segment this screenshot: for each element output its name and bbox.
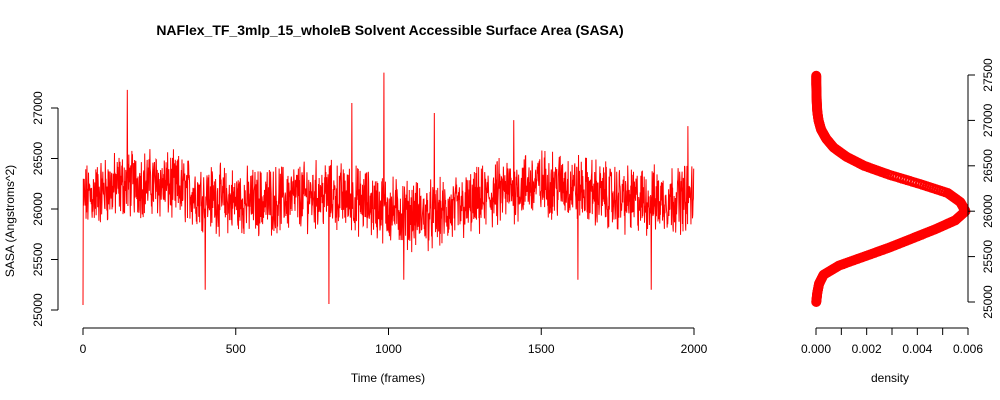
density-x-tick-label: 0.002 (852, 342, 882, 356)
density-points (811, 70, 971, 307)
x-ticks: 0 500 1000 1500 2000 (80, 328, 708, 356)
y-ticks: 25000 25500 26000 26500 27000 (31, 91, 58, 327)
x-tick-label: 2000 (681, 342, 708, 356)
y-tick-label: 27000 (31, 91, 45, 125)
y-tick-label: 25000 (31, 293, 45, 327)
density-y-tick-label: 27000 (981, 103, 995, 137)
density-x-axis-label: density (871, 371, 909, 385)
x-tick-label: 1000 (375, 342, 402, 356)
y-tick-label: 26500 (31, 141, 45, 175)
sasa-time-series-plot: 0 500 1000 1500 2000 25000 25500 26000 26500 270… (3, 72, 708, 385)
density-y-tick-label: 27500 (981, 58, 995, 92)
y-axis-label: SASA (Angstroms^2) (3, 165, 17, 277)
x-axis-label: Time (frames) (351, 371, 425, 385)
density-y-tick-label: 26000 (981, 194, 995, 228)
density-y-tick-label: 25000 (981, 285, 995, 319)
density-x-tick-label: 0.004 (902, 342, 932, 356)
x-tick-label: 0 (80, 342, 87, 356)
density-x-ticks: 0.000 0.002 0.004 0.006 (801, 328, 983, 356)
chart-title: NAFlex_TF_3mlp_15_wholeB Solvent Accessi… (156, 22, 623, 38)
density-x-tick-label: 0.006 (953, 342, 983, 356)
density-x-tick-label: 0.000 (801, 342, 831, 356)
density-plot: 0.000 0.002 0.004 0.006 25000 25500 26000 2650… (801, 58, 995, 385)
y-tick-label: 25500 (31, 242, 45, 276)
density-y-tick-label: 25500 (981, 240, 995, 274)
density-y-ticks: 25000 25500 26000 26500 27000 27500 (968, 58, 995, 319)
density-y-tick-label: 26500 (981, 149, 995, 183)
x-tick-label: 1500 (528, 342, 555, 356)
density-point (811, 70, 822, 81)
y-tick-label: 26000 (31, 192, 45, 226)
x-tick-label: 500 (226, 342, 246, 356)
sasa-series-line (82, 72, 695, 305)
